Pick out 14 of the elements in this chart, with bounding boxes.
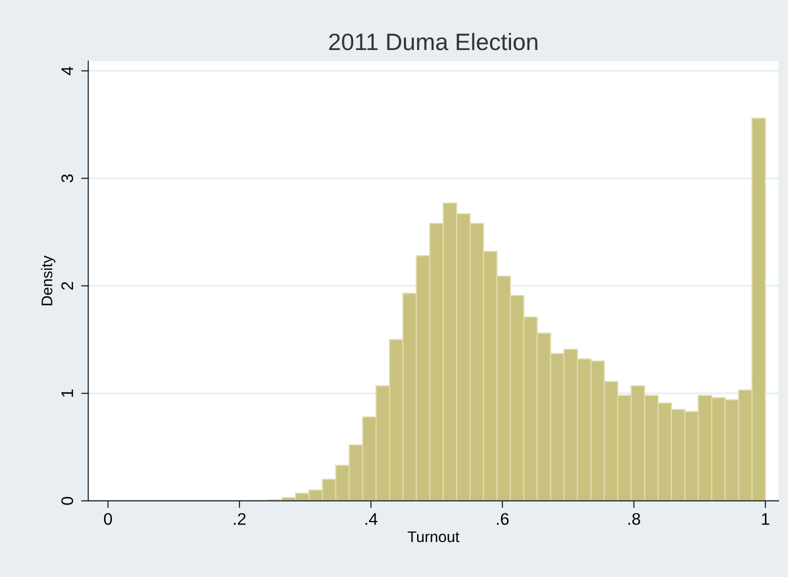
y-tick-label: 2 xyxy=(61,282,73,290)
x-tick-label: .6 xyxy=(497,513,509,525)
y-tick-label: 0 xyxy=(61,496,74,505)
y-tick-label: 3 xyxy=(61,174,74,182)
x-tick-label: .8 xyxy=(628,513,640,525)
x-tick-label: .2 xyxy=(234,513,246,525)
x-tick-label: .4 xyxy=(366,513,378,525)
chart-title: 2011 Duma Election xyxy=(329,32,538,50)
x-tick-label: 1 xyxy=(762,513,770,525)
x-tick-label: 0 xyxy=(104,513,112,525)
x-axis-title: Turnout xyxy=(408,532,460,542)
y-tick-label: 4 xyxy=(62,66,73,76)
y-axis-title: Density xyxy=(41,256,56,306)
y-tick-label: 1 xyxy=(62,390,73,397)
